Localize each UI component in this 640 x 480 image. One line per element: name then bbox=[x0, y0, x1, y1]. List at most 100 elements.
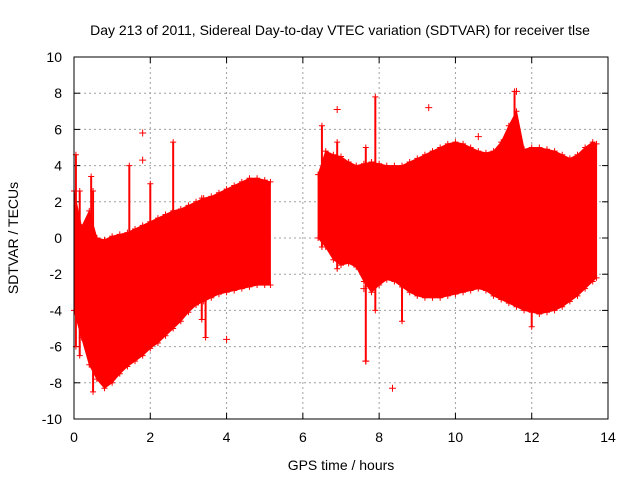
data-point bbox=[505, 122, 512, 129]
data-point bbox=[429, 148, 436, 155]
y-tick-label: 4 bbox=[54, 158, 62, 174]
data-point bbox=[482, 287, 489, 294]
y-tick-label: 10 bbox=[46, 49, 62, 65]
data-point bbox=[574, 292, 581, 299]
data-point bbox=[333, 105, 341, 113]
data-point bbox=[543, 309, 550, 316]
data-point bbox=[475, 285, 482, 292]
data-point bbox=[154, 339, 161, 346]
data-point bbox=[372, 307, 379, 314]
data-point bbox=[511, 280, 518, 287]
data-point bbox=[383, 162, 390, 169]
data-point bbox=[582, 285, 589, 292]
data-point bbox=[536, 311, 543, 318]
y-tick-label: -4 bbox=[50, 302, 63, 318]
data-point bbox=[215, 291, 222, 298]
data-point bbox=[425, 104, 433, 112]
data-point bbox=[593, 140, 600, 147]
data-point bbox=[490, 292, 497, 299]
data-point bbox=[360, 285, 368, 293]
data-point bbox=[376, 160, 383, 167]
data-point bbox=[185, 202, 192, 209]
data-point bbox=[90, 388, 97, 395]
data-point bbox=[338, 153, 344, 160]
data-point bbox=[399, 318, 406, 325]
x-tick-label: 8 bbox=[375, 429, 383, 445]
data-point bbox=[482, 149, 489, 156]
data-point bbox=[460, 140, 467, 147]
data-point bbox=[421, 294, 428, 301]
x-tick-label: 6 bbox=[299, 429, 307, 445]
data-point bbox=[338, 262, 344, 269]
data-point bbox=[170, 325, 177, 332]
data-point bbox=[391, 162, 398, 169]
data-point bbox=[198, 195, 205, 202]
y-tick-label: 8 bbox=[54, 85, 62, 101]
data-point bbox=[223, 335, 231, 343]
data-point bbox=[246, 175, 253, 182]
data-point bbox=[362, 357, 370, 365]
data-point bbox=[528, 144, 535, 151]
data-point bbox=[391, 278, 398, 285]
x-tick-label: 0 bbox=[70, 429, 78, 445]
data-point bbox=[126, 343, 133, 350]
data-point bbox=[139, 156, 147, 164]
data-point bbox=[334, 265, 341, 272]
data-point bbox=[490, 148, 497, 155]
data-point bbox=[330, 151, 337, 158]
data-point bbox=[452, 291, 459, 298]
data-point bbox=[90, 187, 97, 194]
x-tick-label: 2 bbox=[146, 429, 154, 445]
y-tick-label: -8 bbox=[50, 375, 63, 391]
data-point bbox=[589, 278, 596, 285]
data-point bbox=[109, 233, 116, 240]
y-tick-label: -10 bbox=[42, 411, 62, 427]
data-point bbox=[208, 294, 215, 301]
data-point bbox=[362, 144, 369, 151]
data-point bbox=[76, 187, 83, 194]
data-point bbox=[536, 144, 543, 151]
data-point bbox=[322, 148, 329, 155]
data-point bbox=[185, 309, 192, 316]
data-point bbox=[170, 271, 177, 278]
data-point bbox=[76, 352, 83, 359]
data-point bbox=[267, 282, 274, 289]
axis-ticks: 0 2 4 6 8 10 12 14 -10 -8 -6 -4 -2 0 2 4 6 8 10 bbox=[42, 49, 616, 445]
data-point bbox=[444, 292, 451, 299]
data-point bbox=[353, 263, 360, 270]
data-point bbox=[444, 140, 451, 147]
data-point bbox=[551, 307, 558, 314]
data-point bbox=[334, 139, 341, 146]
data-point bbox=[231, 182, 238, 189]
data-point bbox=[109, 379, 116, 386]
data-point bbox=[582, 144, 589, 151]
data-point bbox=[467, 144, 474, 151]
data-point bbox=[345, 260, 352, 267]
data-point bbox=[231, 287, 238, 294]
data-point bbox=[162, 211, 169, 218]
data-point bbox=[406, 289, 413, 296]
data-point bbox=[139, 222, 146, 229]
data-point bbox=[467, 287, 474, 294]
data-point bbox=[521, 146, 528, 153]
data-point bbox=[238, 285, 245, 292]
data-point bbox=[132, 358, 139, 365]
data-point bbox=[543, 146, 550, 153]
y-tick-label: 6 bbox=[54, 121, 62, 137]
data-point bbox=[372, 93, 379, 100]
data-point bbox=[383, 276, 390, 283]
data-point bbox=[345, 158, 352, 165]
data-point bbox=[139, 352, 146, 359]
data-point bbox=[124, 363, 131, 370]
data-point bbox=[126, 162, 133, 169]
x-tick-label: 12 bbox=[524, 429, 540, 445]
data-point bbox=[421, 151, 428, 158]
data-point bbox=[429, 294, 436, 301]
data-point bbox=[474, 133, 482, 141]
data-point bbox=[437, 144, 444, 151]
data-point bbox=[202, 207, 209, 214]
data-point bbox=[353, 162, 360, 169]
data-layer bbox=[71, 87, 600, 395]
data-point bbox=[254, 282, 261, 289]
